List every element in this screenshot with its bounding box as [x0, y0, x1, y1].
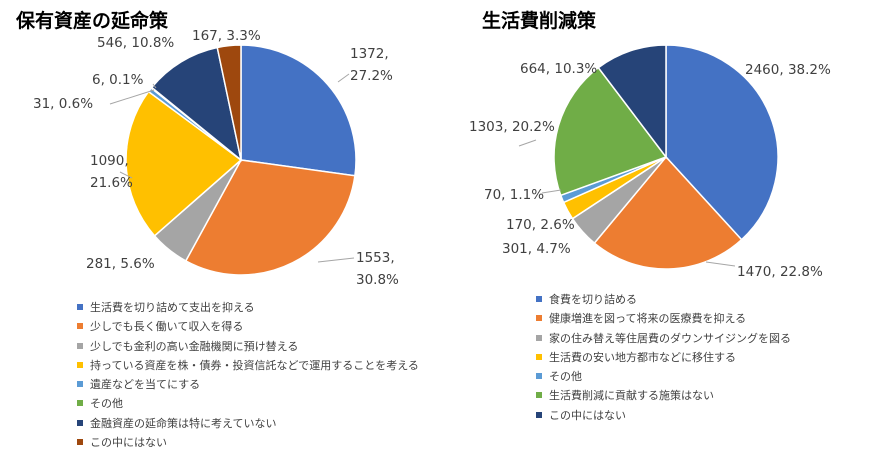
- legend-item: 少しでも金利の高い金融機関に預け替える: [77, 337, 419, 356]
- pie-slice: [597, 44, 667, 160]
- legend-swatch: [77, 361, 83, 368]
- legend-swatch: [536, 373, 542, 380]
- data-label: 170, 2.6%: [506, 217, 575, 233]
- legend-swatch: [77, 400, 83, 407]
- legend-item: 生活費削減に貢献する施策はない: [536, 386, 791, 405]
- pie-slice: [665, 44, 779, 241]
- legend-label: 遺産などを当てにする: [90, 378, 201, 392]
- legend-swatch: [536, 296, 542, 302]
- legend-label: 家の住み替え等住居費のダウンサイジングを図る: [549, 331, 791, 345]
- data-label: 1303, 20.2%: [469, 119, 555, 135]
- data-label: 301, 4.7%: [502, 241, 571, 257]
- legend-label: 健康増進を図って将来の医療費を抑える: [549, 312, 747, 326]
- pie-slice: [184, 159, 356, 276]
- legend-label: 金融資産の延命策は特に考えていない: [90, 416, 277, 430]
- legend-swatch: [77, 381, 83, 388]
- data-label: 281, 5.6%: [86, 256, 155, 272]
- legend-label: その他: [90, 397, 123, 411]
- legend-item: 金融資産の延命策は特に考えていない: [77, 414, 419, 433]
- leader-line: [541, 189, 562, 194]
- legend-swatch: [77, 419, 83, 426]
- pie-slice: [216, 44, 242, 161]
- legend-label: 少しでも長く働いて収入を得る: [90, 320, 244, 334]
- legend-label: 生活費の安い地方都市などに移住する: [549, 350, 736, 364]
- legend-swatch: [536, 353, 542, 360]
- legend-swatch: [536, 411, 542, 418]
- chart-title-assets: 保有資産の延命策: [16, 10, 169, 32]
- legend-label: 食費を切り詰める: [549, 293, 637, 306]
- legend-item: この中にはない: [536, 406, 791, 425]
- pie-slice: [125, 90, 243, 237]
- data-label: 70, 1.1%: [484, 187, 544, 203]
- chart-title-living-costs: 生活費削減策: [482, 10, 597, 32]
- data-label: 1372, 27.2%: [350, 46, 393, 84]
- legend-item: この中にはない: [77, 433, 419, 452]
- legend-swatch: [77, 439, 83, 446]
- legend-label: この中にはない: [549, 408, 626, 422]
- legend-swatch: [536, 334, 542, 341]
- legend-label: その他: [549, 370, 582, 384]
- legend-swatch: [77, 342, 83, 349]
- leader-line: [152, 83, 157, 89]
- leader-line: [337, 73, 350, 83]
- legend-living-costs: 食費を切り詰める健康増進を図って将来の医療費を抑える家の住み替え等住居費のダウン…: [536, 290, 791, 425]
- legend-item: 少しでも長く働いて収入を得る: [77, 317, 419, 336]
- legend-swatch: [536, 315, 542, 322]
- pie-slice: [553, 66, 668, 197]
- leader-line: [119, 171, 133, 179]
- legend-item: 健康増進を図って将来の医療費を抑える: [536, 309, 791, 328]
- legend-swatch: [77, 323, 83, 330]
- legend-label: 生活費を切り詰めて支出を抑える: [90, 301, 255, 314]
- leader-line: [317, 257, 355, 263]
- legend-swatch: [536, 392, 542, 399]
- legend-label: 少しでも金利の高い金融機関に預け替える: [90, 339, 299, 353]
- legend-swatch: [77, 304, 83, 310]
- data-label: 167, 3.3%: [192, 28, 261, 44]
- pie-living-costs: 2460, 38.2% 1470, 22.8% 301, 4.7% 170, 2.6%…: [469, 44, 831, 280]
- legend-item: 家の住み替え等住居費のダウンサイジングを図る: [536, 329, 791, 348]
- legend-label: 持っている資産を株・債券・投資信託などで運用することを考える: [90, 358, 419, 372]
- leader-line: [705, 261, 736, 267]
- data-label: 1090, 21.6%: [90, 153, 133, 191]
- data-label: 2460, 38.2%: [745, 62, 831, 78]
- data-label: 1553, 30.8%: [356, 250, 399, 288]
- data-label: 1470, 22.8%: [737, 264, 823, 280]
- pie-assets: 1372, 27.2% 1553, 30.8% 281, 5.6% 1090, 21.6% 3…: [33, 28, 399, 288]
- legend-item: 持っている資産を株・債券・投資信託などで運用することを考える: [77, 356, 419, 375]
- leader-line: [518, 139, 537, 147]
- pie-slice: [240, 44, 357, 177]
- leader-line: [109, 89, 155, 105]
- legend-item: その他: [536, 367, 791, 386]
- data-label: 546, 10.8%: [97, 35, 174, 51]
- pie-slice: [593, 155, 743, 270]
- data-label: 31, 0.6%: [33, 96, 93, 112]
- legend-label: 生活費削減に貢献する施策はない: [549, 389, 714, 403]
- data-label: 664, 10.3%: [520, 61, 597, 77]
- legend-item: 生活費を切り詰めて支出を抑える: [77, 298, 419, 317]
- legend-label: この中にはない: [90, 436, 167, 450]
- legend-item: 遺産などを当てにする: [77, 375, 419, 394]
- data-label: 6, 0.1%: [92, 72, 144, 88]
- legend-item: 食費を切り詰める: [536, 290, 791, 309]
- legend-item: その他: [77, 394, 419, 413]
- pie-slice: [150, 46, 243, 162]
- legend-item: 生活費の安い地方都市などに移住する: [536, 348, 791, 367]
- legend-assets: 生活費を切り詰めて支出を抑える 少しでも長く働いて収入を得る少しでも金利の高い金融…: [77, 298, 419, 452]
